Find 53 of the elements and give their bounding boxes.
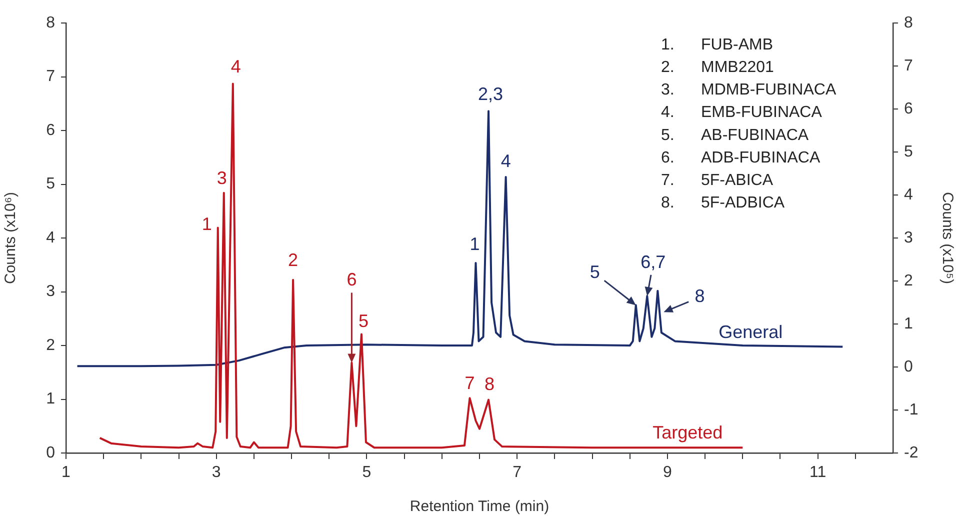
y2-tick-label: 5 (904, 143, 913, 160)
x-tick-label: 1 (62, 464, 71, 482)
y-tick-label: 3 (46, 283, 56, 300)
text: 5. AB-FUBINACA (661, 126, 809, 144)
annotation: 7 (464, 373, 475, 394)
y-tick-label: 6 (46, 122, 56, 139)
y-tick-label: 0 (46, 444, 56, 462)
annotation: 1 (470, 234, 480, 254)
annotation: 4 (500, 151, 511, 172)
y2-tick-label: 8 (904, 14, 913, 32)
y-tick-label: 2 (46, 336, 56, 354)
annotation: 4 (230, 56, 241, 77)
annotation: 8 (484, 374, 495, 394)
y2-tick-label: 4 (904, 186, 913, 204)
text: 1. FUB-AMB (661, 36, 773, 54)
y-axis-title: Counts (x10⁶) (2, 192, 20, 284)
x-tick-label: 7 (512, 464, 522, 482)
y-tick-label: 5 (46, 176, 56, 193)
series-label: General (718, 322, 783, 342)
text: 3. MDMB-FUBINACA (661, 82, 836, 99)
annotation: 6 (346, 270, 357, 290)
y2-tick-label: 7 (904, 57, 913, 74)
x-tick-label: 3 (212, 464, 221, 482)
y2-tick-label: 3 (904, 229, 913, 246)
annotation: 5 (590, 262, 600, 282)
annotation: 8 (694, 286, 705, 306)
annotation: 3 (216, 168, 227, 188)
text: 8. 5F-ADBICA (661, 194, 785, 212)
series-label: Targeted (652, 422, 723, 443)
text: 2. MMB2201 (661, 59, 774, 76)
y2-tick-label: 6 (904, 100, 913, 118)
y2-tick-label: -1 (904, 401, 918, 418)
annotation: 2,3 (478, 84, 504, 104)
y-tick-label: 7 (46, 68, 56, 86)
y2-axis-title: Counts (x10⁵) (938, 192, 956, 284)
y2-tick-label: 0 (904, 358, 913, 376)
text: 7. 5F-ABICA (661, 172, 774, 190)
annotation: 2 (288, 250, 298, 270)
annotation: 6,7 (640, 252, 666, 272)
x-axis-title: Retention Time (min) (410, 498, 550, 516)
y-tick-label: 1 (46, 390, 56, 408)
y2-tick-label: 1 (904, 315, 913, 332)
text: 6. ADB-FUBINACA (661, 149, 820, 166)
y-tick-label: 4 (46, 229, 56, 246)
y2-tick-label: 2 (904, 272, 913, 290)
annotation: 5 (358, 311, 368, 332)
annotation: 1 (202, 214, 212, 234)
x-tick-label: 11 (810, 464, 826, 482)
text: 4. EMB-FUBINACA (661, 104, 822, 122)
y-tick-label: 8 (46, 14, 56, 32)
y2-tick-label: -2 (904, 444, 918, 462)
x-tick-label: 9 (663, 464, 672, 482)
x-tick-label: 5 (362, 464, 372, 482)
